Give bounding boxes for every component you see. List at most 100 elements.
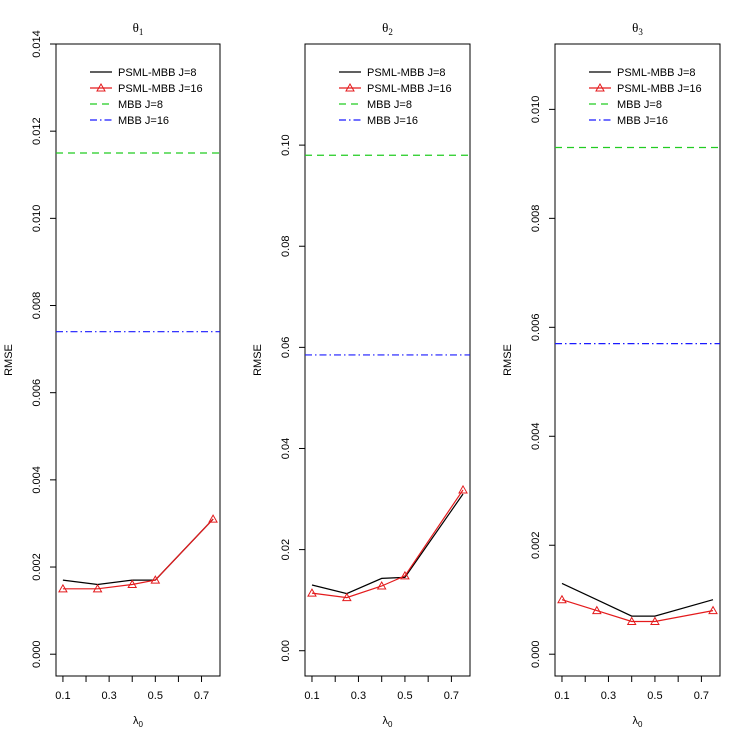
y-tick-label: 0.10 [280, 134, 292, 155]
panel-2: θ2 0.1 0.3 0.5 0.7 λ0 0.00 0.02 0.04 0.06 0.08 0.10… [252, 20, 471, 729]
series-psml-mbb-j-16-line [62, 518, 214, 590]
plot-frame [304, 43, 471, 677]
x-tick-label: 0.3 [101, 690, 116, 702]
legend-item: MBB J=8 [589, 99, 662, 111]
series-group [305, 154, 470, 602]
y-tick-label: 0.004 [31, 466, 43, 494]
series-psml-mbb-j-16-point [376, 580, 387, 590]
series-psml-mbb-j-16-point [650, 616, 660, 626]
legend-item: PSML-MBB J=16 [90, 82, 203, 95]
legend-item: MBB J=8 [339, 99, 412, 111]
series-psml-mbb-j-16-point [307, 588, 317, 597]
x-tick-label: 0.7 [194, 690, 209, 702]
x-tick-label: 0.7 [694, 690, 709, 702]
legend-label: PSML-MBB J=16 [367, 83, 452, 95]
legend: PSML-MBB J=8 PSML-MBB J=16 MBB J=8 MBB J=16 [339, 67, 452, 127]
panel-title: θ1 [133, 20, 144, 37]
x-tick-label: 0.1 [55, 690, 70, 702]
series-psml-mbb-j-16-point [400, 570, 410, 580]
y-tick-label: 0.002 [530, 531, 542, 559]
panel-title-main: θ [133, 20, 139, 35]
series-psml-mbb-j-16-point [458, 484, 468, 494]
legend-label: MBB J=8 [118, 99, 163, 111]
panel-title: θ2 [382, 20, 393, 37]
panel-3: θ3 0.1 0.3 0.5 0.7 λ0 0.000 0.002 0.004 0.006 0.00… [502, 20, 721, 729]
legend-item: PSML-MBB J=8 [339, 67, 446, 79]
series-group [56, 152, 220, 593]
series-psml-mbb-j-16-line [311, 489, 464, 599]
legend-item: MBB J=8 [90, 99, 163, 111]
y-tick-label: 0.02 [280, 539, 292, 560]
series-psml-mbb-j-16-point [127, 579, 138, 588]
y-tick-label: 0.008 [31, 292, 43, 320]
panel-title-subscript: 3 [638, 27, 643, 37]
series-psml-mbb-j-16-point [626, 616, 637, 626]
panel-title-main: θ [632, 20, 638, 35]
legend-label: PSML-MBB J=8 [118, 67, 197, 79]
legend-item: MBB J=16 [339, 115, 418, 127]
series-group [555, 146, 720, 626]
legend-label: PSML-MBB J=16 [617, 83, 702, 95]
legend-label: MBB J=16 [118, 115, 169, 127]
x-axis-title-main: λ [383, 715, 389, 727]
y-axis-title: RMSE [252, 344, 264, 376]
y-tick-label: 0.00 [280, 640, 292, 661]
y-tick-label: 0.012 [31, 117, 43, 145]
series-psml-mbb-j-16-point [58, 583, 68, 593]
x-axis-title: λ0 [383, 715, 394, 729]
legend-marker [345, 82, 355, 92]
x-axis-title-subscript: 0 [388, 720, 393, 729]
x-tick-label: 0.5 [647, 690, 662, 702]
panel-1: θ1 0.1 0.3 0.5 0.7 λ0 0.000 0.002 0.004 0.006 0.00… [3, 20, 221, 729]
y-tick-label: 0.000 [31, 640, 43, 668]
x-axis-title-main: λ [633, 715, 639, 727]
x-tick-label: 0.1 [304, 690, 319, 702]
plot-frame [554, 43, 721, 677]
legend-label: MBB J=8 [617, 99, 662, 111]
y-tick-label: 0.014 [31, 30, 43, 58]
x-axis-title: λ0 [133, 715, 144, 729]
legend-marker [595, 82, 605, 92]
legend-label: PSML-MBB J=8 [367, 67, 446, 79]
legend-item: PSML-MBB J=16 [589, 82, 702, 95]
panel-title-main: θ [382, 20, 388, 35]
x-tick-label: 0.3 [351, 690, 366, 702]
series-psml-mbb-j-16-point [708, 605, 718, 615]
legend-label: MBB J=8 [367, 99, 412, 111]
y-axis-title: RMSE [3, 344, 15, 376]
series-psml-mbb-j-16-point [591, 605, 602, 615]
y-tick-label: 0.06 [280, 337, 292, 358]
legend-label: MBB J=16 [617, 115, 668, 127]
legend-item: PSML-MBB J=16 [339, 82, 452, 95]
legend: PSML-MBB J=8 PSML-MBB J=16 MBB J=8 MBB J=16 [90, 67, 203, 127]
y-tick-label: 0.008 [530, 205, 542, 233]
x-tick-label: 0.5 [148, 690, 163, 702]
legend: PSML-MBB J=8 PSML-MBB J=16 MBB J=8 MBB J=16 [589, 67, 702, 127]
x-axis-title-main: λ [133, 715, 139, 727]
plot-frame [55, 43, 221, 677]
legend-item: PSML-MBB J=8 [90, 67, 197, 79]
panel-title-subscript: 1 [139, 27, 144, 37]
legend-item: MBB J=16 [90, 115, 169, 127]
legend-item: PSML-MBB J=8 [589, 67, 696, 79]
series-psml-mbb-j-16-point [92, 583, 103, 593]
y-axis-title: RMSE [502, 344, 514, 376]
series-psml-mbb-j-16-point [150, 575, 161, 584]
x-tick-label: 0.7 [444, 690, 459, 702]
legend-label: MBB J=16 [367, 115, 418, 127]
series-psml-mbb-j-16-point [557, 594, 567, 604]
series-psml-mbb-j-16-point [341, 592, 352, 602]
x-tick-label: 0.1 [554, 690, 569, 702]
x-axis-title: λ0 [633, 715, 644, 729]
x-axis-title-subscript: 0 [638, 720, 643, 729]
series-psml-mbb-j-8-line [62, 518, 214, 586]
y-tick-label: 0.006 [31, 379, 43, 407]
x-tick-label: 0.3 [601, 690, 616, 702]
y-tick-label: 0.010 [530, 96, 542, 124]
y-tick-label: 0.000 [530, 640, 542, 668]
y-tick-label: 0.04 [280, 438, 292, 459]
y-tick-label: 0.010 [31, 205, 43, 233]
panel-title: θ3 [632, 20, 643, 37]
series-psml-mbb-j-8-line [561, 582, 714, 617]
